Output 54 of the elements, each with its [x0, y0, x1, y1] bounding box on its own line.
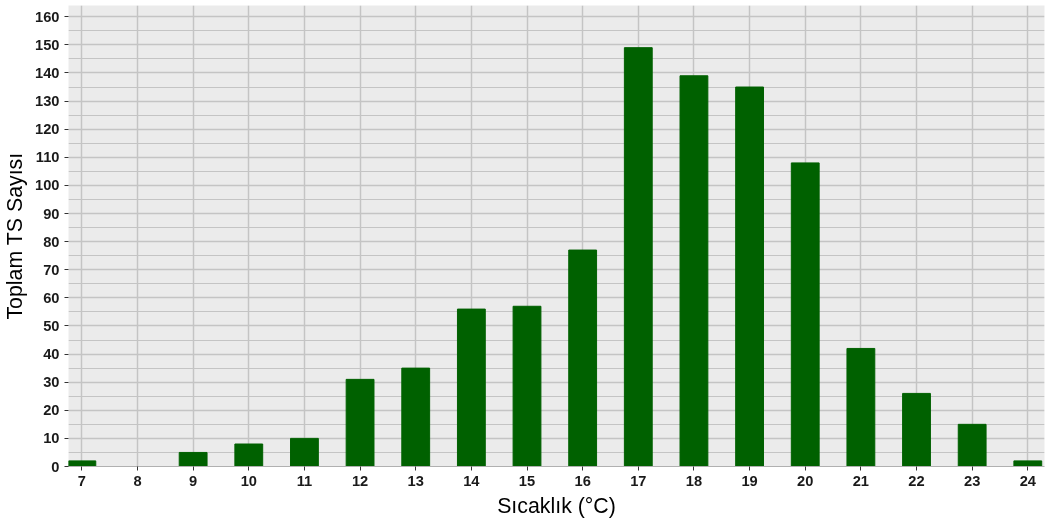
y-tick-label: 150 — [35, 36, 60, 53]
x-tick-label: 20 — [797, 472, 814, 489]
x-tick-label: 21 — [852, 472, 870, 489]
y-tick-label: 10 — [43, 430, 60, 447]
y-tick-label: 80 — [43, 233, 60, 250]
x-axis-title: Sıcaklık (°C) — [497, 493, 616, 518]
bar — [957, 423, 987, 467]
x-tick-label: 13 — [407, 472, 424, 489]
bar — [345, 378, 375, 467]
bar — [623, 47, 653, 467]
y-tick-label: 120 — [35, 121, 60, 138]
x-tick-label: 23 — [964, 472, 981, 489]
x-tick-label: 7 — [77, 472, 86, 489]
x-tick-label: 19 — [741, 472, 758, 489]
bar — [401, 367, 431, 467]
y-tick-label: 130 — [35, 93, 60, 110]
x-tick-label: 10 — [240, 472, 257, 489]
x-tick-label: 14 — [463, 472, 481, 489]
bar — [568, 249, 598, 467]
x-tick-label: 11 — [296, 472, 313, 489]
y-tick-label: 20 — [43, 402, 60, 419]
y-tick-label: 70 — [43, 261, 60, 278]
bar — [290, 437, 319, 467]
y-tick-label: 90 — [43, 205, 60, 222]
bar — [234, 443, 264, 467]
x-tick-label: 17 — [630, 472, 647, 489]
x-tick-label: 16 — [574, 472, 591, 489]
y-tick-label: 40 — [43, 346, 60, 363]
x-tick-label: 24 — [1019, 472, 1037, 489]
bar — [512, 305, 542, 467]
bar — [178, 451, 208, 467]
bar — [679, 75, 709, 467]
bar — [735, 86, 764, 467]
x-tick-label: 22 — [908, 472, 925, 489]
x-tick-label: 8 — [133, 472, 142, 489]
bar — [902, 392, 931, 467]
y-tick-label: 60 — [43, 289, 60, 306]
bar — [1013, 460, 1043, 467]
y-tick-label: 100 — [35, 177, 60, 194]
y-axis-title: Toplam TS Sayısı — [3, 152, 28, 320]
bar — [456, 308, 486, 467]
bar — [846, 347, 876, 467]
y-tick-label: 160 — [35, 8, 60, 25]
x-tick-label: 12 — [351, 472, 369, 489]
y-tick-label: 110 — [35, 149, 60, 166]
x-tick-label: 18 — [685, 472, 703, 489]
bar — [790, 162, 820, 467]
y-tick-label: 0 — [51, 458, 60, 475]
x-tick-label: 15 — [518, 472, 536, 489]
x-tick-label: 9 — [189, 472, 198, 489]
y-tick-label: 140 — [35, 64, 60, 81]
y-tick-label: 30 — [43, 374, 60, 391]
y-tick-label: 50 — [43, 317, 60, 334]
bar — [68, 460, 97, 467]
